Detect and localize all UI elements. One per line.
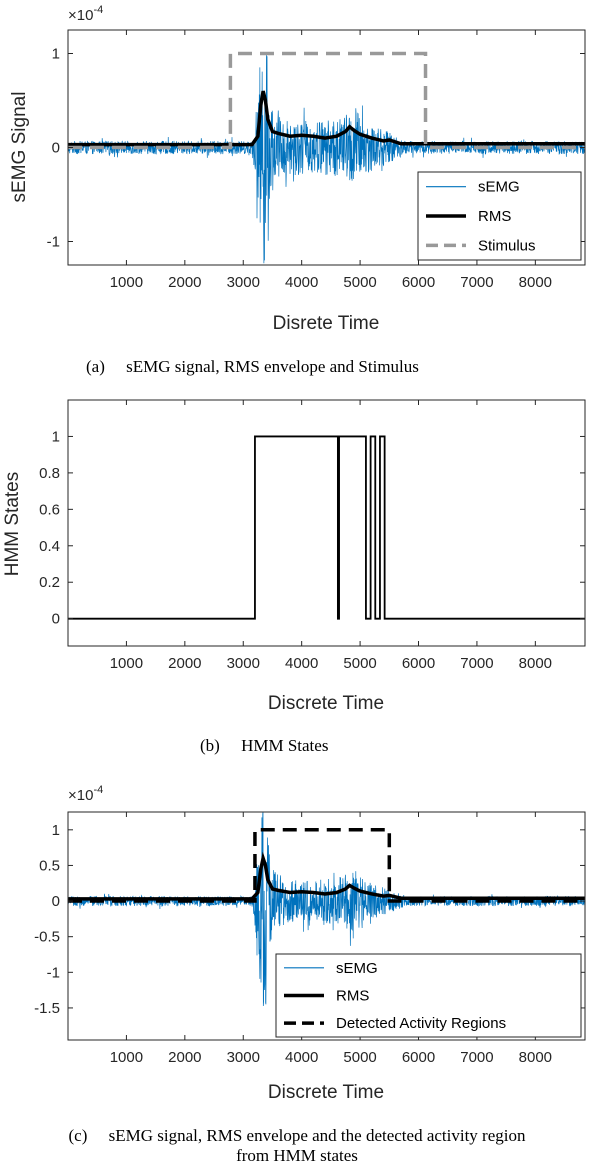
panel-c-exponent-label: ×10-4 [68, 784, 103, 804]
panel-c-x-axis-label: Discrete Time [268, 1082, 384, 1103]
panel-c-x-tick-label: 1000 [110, 1049, 143, 1066]
panel-c-series-detected-activity-regions [68, 828, 585, 903]
panel-b-plot-layer [68, 435, 585, 620]
panel-c-legend-label: RMS [336, 988, 369, 1005]
panel-c-x-tick-label: 3000 [227, 1049, 260, 1066]
panel-c-plot-layer [68, 812, 585, 1006]
panel-b-x-axis-label: Discrete Time [268, 693, 384, 714]
panel-c-legend-label: sEMG [336, 960, 378, 977]
panel-a-y-tick-label: 0 [52, 140, 60, 157]
panel-c-legend: sEMG RMS Detected Activity Regions [275, 953, 582, 1038]
panel-b-plot-area [68, 400, 585, 646]
panel-a-y-tick-label: -1 [47, 234, 60, 251]
panel-b-x-tick-label: 3000 [227, 655, 260, 672]
panel-a-x-tick-label: 3000 [227, 274, 260, 291]
panel-a-legend-label: Stimulus [478, 237, 536, 254]
panel-b-x-tick-label: 6000 [402, 655, 435, 672]
panel-a-x-tick-label: 4000 [285, 274, 318, 291]
panel-a-x-axis-label: Disrete Time [273, 313, 380, 334]
panel-a-x-tick-label: 2000 [168, 274, 201, 291]
panel-a-x-tick-label: 7000 [460, 274, 493, 291]
panel-a-caption: (a) sEMG signal, RMS envelope and Stimul… [86, 357, 419, 376]
panel-c-x-tick-label: 6000 [402, 1049, 435, 1066]
panel-b-series-states [68, 435, 585, 620]
panel-a-series-stimulus [68, 51, 585, 150]
panel-b-y-axis-label: HMM States [2, 472, 23, 577]
panel-a-x-tick-label: 5000 [343, 274, 376, 291]
panel-a-legend-label: RMS [478, 208, 511, 225]
panel-c-legend-box [275, 953, 582, 1038]
panel-c-y-tick-label: 0 [52, 893, 60, 910]
panel-c-x-tick-label: 5000 [343, 1049, 376, 1066]
panel-c-series-rms [68, 851, 585, 901]
panel-c-y-tick-label: -1 [47, 964, 60, 981]
panel-c-y-tick-label: 1 [52, 822, 60, 839]
panel-a-x-tick-label: 8000 [519, 274, 552, 291]
panel-c-y-tick-label: 0.5 [39, 857, 60, 874]
panel-b-y-tick-label: 0.6 [39, 501, 60, 518]
panel-a-y-axis-label: sEMG Signal [9, 92, 30, 203]
panel-a-legend: sEMG RMS Stimulus [417, 171, 582, 261]
panel-a-chart: ×10-4 sEMG Signal Disrete Time (a) sEMG … [9, 4, 586, 376]
panel-c-x-tick-label: 2000 [168, 1049, 201, 1066]
panel-c-series-semg [68, 812, 585, 1006]
panel-b-x-tick-label: 4000 [285, 655, 318, 672]
panel-c-caption-line-2: from HMM states [236, 1146, 358, 1165]
panel-b-y-tick-label: 1 [52, 428, 60, 445]
panel-a-series-rms [68, 90, 585, 147]
panel-c-legend-label: Detected Activity Regions [336, 1015, 506, 1032]
panel-c-axes-box [67, 811, 586, 1041]
panel-b-x-tick-label: 8000 [519, 655, 552, 672]
panel-a-legend-label: sEMG [478, 179, 520, 196]
panel-c-y-tick-label: -0.5 [34, 929, 60, 946]
panel-b-chart: HMM States Discrete Time (b) HMM States … [2, 399, 586, 755]
panel-a-x-tick-label: 6000 [402, 274, 435, 291]
panel-b-x-tick-label: 5000 [343, 655, 376, 672]
panel-b-y-tick-label: 0.4 [39, 538, 60, 555]
panel-a-x-tick-label: 1000 [110, 274, 143, 291]
panel-b-x-tick-label: 2000 [168, 655, 201, 672]
panel-a-plot-layer [68, 51, 585, 264]
panel-c-caption-line-1: (c) sEMG signal, RMS envelope and the de… [69, 1126, 526, 1145]
panel-b-y-tick-label: 0.8 [39, 465, 60, 482]
panel-c-x-tick-label: 4000 [285, 1049, 318, 1066]
panel-c-y-tick-label: -1.5 [34, 1000, 60, 1017]
panel-b-caption: (b) HMM States [200, 736, 328, 755]
panel-c-x-tick-label: 7000 [460, 1049, 493, 1066]
panel-b-x-tick-label: 7000 [460, 655, 493, 672]
panel-c-chart: ×10-4 Discrete Time (c) sEMG signal, RMS… [34, 784, 586, 1165]
panel-b-x-tick-label: 1000 [110, 655, 143, 672]
panel-a-y-tick-label: 1 [52, 46, 60, 63]
panel-b-y-tick-label: 0 [52, 611, 60, 628]
panel-a-exponent-label: ×10-4 [68, 4, 103, 24]
panel-b-axes-box [67, 399, 586, 647]
panel-b-y-tick-label: 0.2 [39, 574, 60, 591]
panel-c-x-tick-label: 8000 [519, 1049, 552, 1066]
